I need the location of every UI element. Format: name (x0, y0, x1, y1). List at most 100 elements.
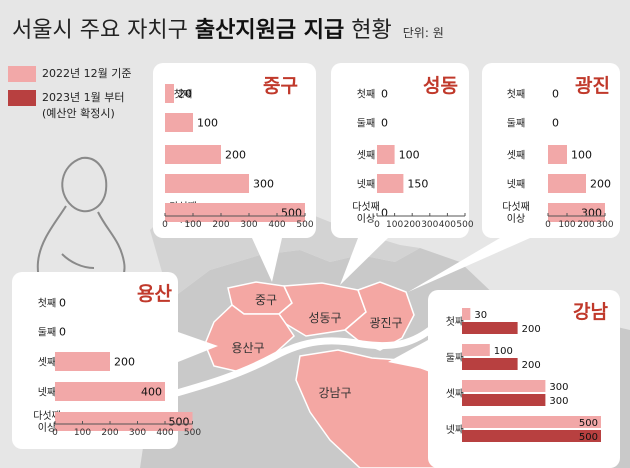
data-label: 20 (178, 88, 192, 101)
bar (55, 382, 165, 401)
tick-label: 0 (545, 220, 551, 230)
title-bold: 출산지원금 지급 (194, 18, 345, 43)
bar (165, 145, 221, 164)
bar (377, 174, 404, 193)
category-label: 셋째 (446, 388, 464, 400)
callout-tail (340, 238, 388, 285)
category-label: 둘째 (446, 352, 464, 364)
title-tail: 현황 (351, 18, 392, 43)
bar (55, 352, 110, 371)
bar (377, 145, 395, 164)
map-label: 성동구 (308, 311, 341, 325)
tick-label: 200 (212, 220, 229, 230)
data-label: 100 (494, 346, 513, 357)
data-label: 100 (399, 149, 420, 162)
bar (548, 203, 605, 222)
category-label: 셋째 (38, 357, 56, 369)
han-river (166, 326, 434, 399)
data-label: 100 (571, 149, 592, 162)
bar (462, 322, 518, 334)
data-label: 300 (253, 178, 274, 191)
tick-label: 100 (184, 220, 201, 230)
legend-item-2022: 2022년 12월 기준 (8, 66, 131, 82)
bar (165, 113, 193, 132)
category-label: 첫째 (446, 316, 464, 328)
data-label: 200 (590, 178, 611, 191)
tick-label: 300 (596, 220, 613, 230)
title-plain: 서울시 주요 자치구 (12, 18, 188, 43)
category-label: 셋째 (507, 150, 525, 162)
data-label: 200 (522, 324, 541, 335)
tick-label: 0 (162, 220, 168, 230)
data-label: 200 (114, 356, 135, 369)
data-label: 500 (281, 207, 302, 220)
data-label: 30 (474, 310, 487, 321)
bar (55, 412, 193, 431)
tick-label: 0 (374, 220, 380, 230)
legend-swatch-2022 (8, 66, 36, 82)
data-label: 300 (549, 382, 568, 393)
tick-label: 200 (577, 220, 594, 230)
chart-title: 용산 (137, 283, 172, 305)
callout-tail (252, 238, 282, 282)
category-label: 넷째 (38, 387, 56, 399)
page-title: 서울시 주요 자치구 출산지원금 지급 현황 단위: 원 (12, 12, 444, 44)
data-label: 400 (141, 386, 162, 399)
map-label: 중구 (255, 293, 277, 307)
tick-label: 100 (558, 220, 575, 230)
tick-label: 200 (404, 220, 421, 230)
tick-label: 400 (156, 428, 173, 438)
tick-label: 200 (101, 428, 118, 438)
callout-box (153, 63, 316, 238)
category-label: 첫째 (507, 89, 525, 101)
data-label: 500 (169, 416, 190, 429)
data-label: 0 (59, 326, 66, 339)
tick-label: 500 (296, 220, 313, 230)
bar (462, 344, 490, 356)
data-label: 300 (549, 396, 568, 407)
bar (165, 174, 249, 193)
category-label: 셋째 (357, 150, 375, 162)
category-label: 둘째 (38, 327, 56, 339)
bar (462, 308, 471, 320)
legend-item-2023: 2023년 1월 부터 (예산안 확정시) (8, 90, 131, 122)
tick-label: 100 (74, 428, 91, 438)
bar (165, 84, 174, 103)
legend-label-2023: 2023년 1월 부터 (42, 91, 125, 104)
data-label: 0 (552, 88, 559, 101)
bar (462, 416, 601, 428)
data-label: 200 (522, 360, 541, 371)
data-label: 0 (59, 297, 66, 310)
data-label: 300 (581, 207, 602, 220)
tick-label: 500 (456, 220, 473, 230)
data-label: 0 (552, 117, 559, 130)
bar (548, 174, 586, 193)
data-label: 0 (381, 117, 388, 130)
tick-label: 0 (52, 428, 58, 438)
callout-0: 중구첫째20둘째100셋째200넷째300다섯째이상50001002003004… (153, 63, 316, 282)
data-label: 100 (197, 117, 218, 130)
data-label: 200 (225, 149, 246, 162)
tick-label: 400 (268, 220, 285, 230)
legend-swatch-2023 (8, 90, 36, 106)
callout-box (331, 63, 469, 238)
category-label: 첫째 (357, 89, 375, 101)
tick-label: 300 (129, 428, 146, 438)
tick-label: 300 (421, 220, 438, 230)
data-label: 500 (579, 432, 598, 443)
district-seongdonggu (277, 282, 367, 337)
bar (462, 358, 518, 370)
category-label: 넷째 (507, 179, 525, 191)
bar (548, 145, 567, 164)
category-label: 첫째 (38, 298, 56, 310)
chart-title: 성동 (423, 75, 458, 97)
data-label: 0 (381, 88, 388, 101)
